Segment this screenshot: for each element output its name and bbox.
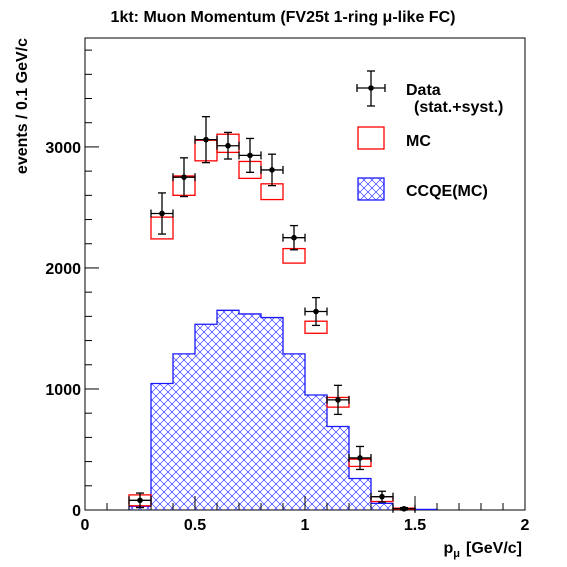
- ccqe-bar: [217, 310, 239, 510]
- x-tick-label: 0: [81, 517, 90, 534]
- y-tick-label: 0: [72, 503, 81, 520]
- ccqe-bar: [151, 383, 173, 510]
- y-tick-label: 3000: [45, 140, 81, 157]
- data-point: [216, 131, 240, 160]
- data-marker: [357, 455, 363, 461]
- data-point: [128, 492, 152, 509]
- data-marker: [335, 397, 341, 403]
- ccqe-bar: [261, 317, 283, 510]
- legend-mc-label: MC: [406, 133, 431, 150]
- ccqe-bar: [305, 395, 327, 510]
- mc-box: [282, 247, 306, 264]
- x-tick-label: 2: [521, 517, 530, 534]
- y-tick-label: 1000: [45, 382, 81, 399]
- ccqe-bar: [195, 324, 217, 510]
- data-marker: [247, 152, 253, 159]
- x-tick-label: 1: [301, 517, 310, 534]
- y-tick-label: 2000: [45, 261, 81, 278]
- x-axis-label-main: p: [443, 540, 453, 557]
- ccqe-bar: [349, 478, 371, 510]
- data-marker: [313, 308, 319, 315]
- data-marker: [379, 493, 385, 500]
- ccqe-bar: [283, 353, 305, 510]
- legend-ccqe-label: CCQE(MC): [406, 183, 488, 200]
- data-marker: [225, 142, 231, 149]
- data-point: [150, 192, 174, 235]
- x-axis-label-unit: [GeV/c]: [466, 540, 522, 557]
- data-point: [304, 296, 328, 327]
- data-points: [128, 116, 416, 513]
- x-axis-label-sub: μ: [453, 548, 460, 560]
- ccqe-bar: [371, 503, 393, 510]
- y-axis-ticks: 0 1000 2000 3000: [45, 49, 99, 520]
- ccqe-bar: [239, 313, 261, 510]
- chart-title: 1kt: Muon Momentum (FV25t 1-ring μ-like …: [111, 9, 456, 26]
- data-point: [370, 490, 394, 503]
- data-point: [172, 157, 196, 198]
- data-marker: [137, 497, 143, 504]
- data-point: [194, 116, 218, 164]
- ccqe-mc-histogram: [128, 309, 438, 511]
- data-marker: [181, 174, 187, 180]
- data-point: [348, 445, 372, 471]
- data-point: [282, 224, 306, 251]
- data-point: [392, 504, 416, 513]
- data-marker: [401, 505, 407, 512]
- legend-ccqe-swatch: [357, 177, 385, 201]
- ccqe-bar: [173, 353, 195, 510]
- legend-mc-swatch: [357, 126, 385, 150]
- legend-data-sublabel: (stat.+syst.): [414, 99, 503, 116]
- x-tick-label: 1.5: [404, 517, 426, 534]
- data-point: [260, 153, 284, 187]
- data-point: [326, 384, 350, 416]
- data-marker: [269, 167, 275, 173]
- x-axis-ticks: 0 0.5 1 1.5 2: [81, 496, 530, 534]
- x-tick-label: 0.5: [184, 517, 206, 534]
- y-axis-label: events / 0.1 GeV/c: [14, 38, 31, 174]
- legend-data-label: Data: [406, 82, 441, 99]
- ccqe-bar: [327, 426, 349, 510]
- legend-data-marker: [356, 70, 386, 107]
- data-marker: [159, 210, 165, 217]
- x-axis-label: pμ [GeV/c]: [443, 540, 522, 560]
- data-point: [238, 137, 262, 173]
- data-marker: [291, 234, 297, 241]
- legend: Data (stat.+syst.) MC CCQE(MC): [356, 70, 503, 201]
- data-marker: [203, 136, 209, 143]
